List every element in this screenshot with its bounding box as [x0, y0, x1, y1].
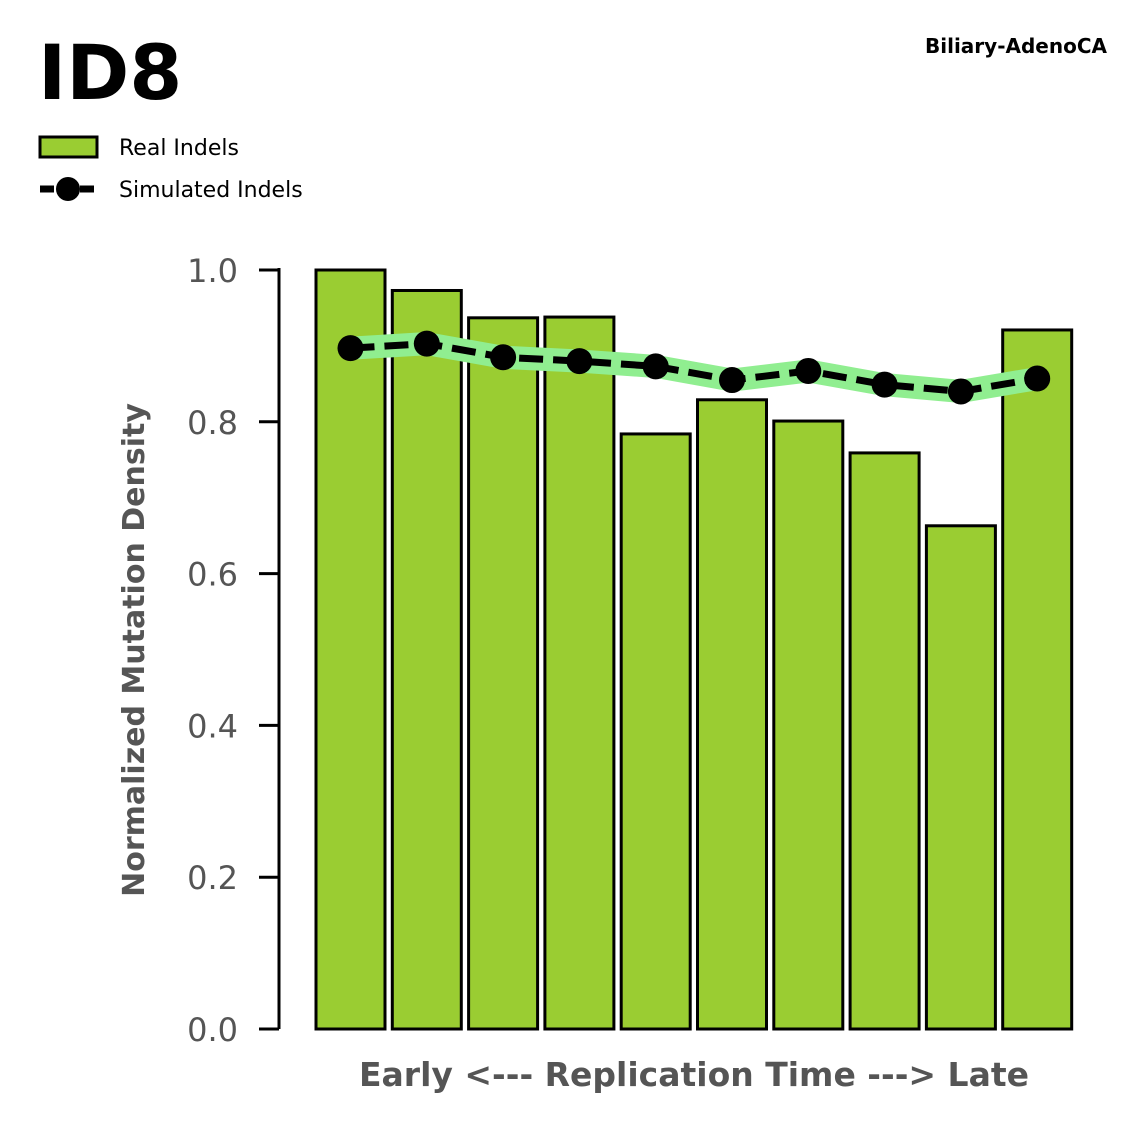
legend-real-swatch	[38, 135, 99, 159]
chart-title: ID8	[38, 28, 183, 117]
simulated-line	[350, 340, 1038, 395]
bar-real-6	[696, 398, 768, 1031]
legend-simulated-marker	[56, 177, 80, 201]
legend-real-label: Real Indels	[119, 136, 239, 161]
simulated-point-10	[1024, 365, 1051, 392]
y-axis-label: Normalized Mutation Density	[117, 403, 152, 897]
simulated-point-4	[566, 348, 593, 375]
y-tick-label: 0.8	[187, 404, 238, 442]
legend-simulated-label: Simulated Indels	[119, 178, 303, 203]
y-tick-label: 0.4	[187, 707, 238, 745]
bar-real-4	[543, 315, 616, 1031]
simulated-point-6	[719, 367, 745, 394]
bar-real-10	[1001, 328, 1074, 1031]
y-tick-label: 0.0	[187, 1011, 238, 1049]
simulated-point-1	[337, 335, 364, 362]
y-tick-label: 0.6	[187, 556, 238, 594]
chart-subtitle: Biliary-AdenoCA	[924, 34, 1107, 58]
y-ticks: 0.0 0.2 0.4 0.6 0.8 1.0	[187, 252, 279, 1049]
bar-real-2	[390, 288, 463, 1031]
simulated-point-5	[642, 353, 669, 380]
bar-real-5	[619, 432, 692, 1031]
y-tick-label: 1.0	[187, 252, 238, 290]
simulated-point-9	[947, 378, 974, 405]
bar-real-3	[467, 316, 540, 1031]
simulated-point-8	[871, 371, 898, 398]
bars	[314, 268, 1074, 1031]
simulated-point-3	[490, 344, 517, 371]
bar-real-8	[848, 451, 921, 1031]
legend: Real Indels Simulated Indels	[38, 135, 303, 203]
bar-real-1	[314, 268, 387, 1031]
bar-real-7	[772, 419, 845, 1031]
y-tick-label: 0.2	[187, 859, 238, 897]
simulated-point-2	[413, 330, 440, 357]
simulated-point-7	[795, 357, 822, 384]
bar-real-9	[924, 524, 997, 1031]
x-axis-label: Early <--- Replication Time ---> Late	[359, 1055, 1029, 1094]
simulated-series	[337, 330, 1051, 405]
